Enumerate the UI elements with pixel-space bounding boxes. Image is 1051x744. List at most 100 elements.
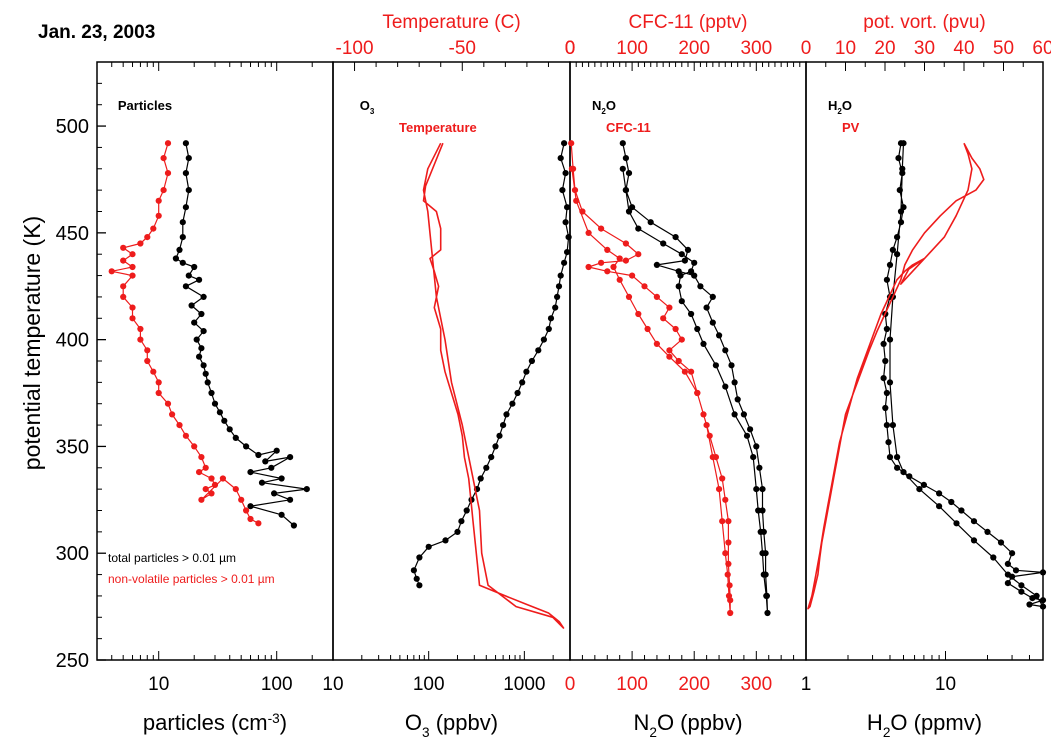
data-point xyxy=(198,310,205,318)
data-point xyxy=(678,298,685,305)
data-point xyxy=(191,263,198,271)
y-tick-label: 400 xyxy=(56,330,89,352)
x-top-tick-label: 50 xyxy=(993,38,1014,59)
data-point xyxy=(666,353,673,360)
panel-label-primary: N2O xyxy=(592,98,616,116)
data-point xyxy=(763,592,770,600)
chart-panel-3: 0 100 200 300 0 100 200 300 CFC-11 (pptv) N2O (pp… xyxy=(565,12,807,740)
data-point xyxy=(889,246,897,253)
data-point xyxy=(666,347,673,354)
legend-note: non-volatile particles > 0.01 µm xyxy=(108,572,275,586)
data-point xyxy=(984,528,991,536)
series-line xyxy=(175,143,308,526)
data-point xyxy=(719,518,726,525)
x-tick-label: 0 xyxy=(565,674,576,695)
x-top-tick-label: 300 xyxy=(740,38,772,59)
data-point xyxy=(1012,567,1020,574)
x-top-tick-label: 30 xyxy=(914,38,935,59)
data-point xyxy=(894,464,901,471)
data-point xyxy=(753,443,760,450)
data-point xyxy=(756,464,763,471)
data-point xyxy=(413,575,420,582)
data-point xyxy=(722,496,729,503)
data-point xyxy=(700,411,707,418)
data-point xyxy=(179,234,186,241)
data-point xyxy=(196,469,203,476)
data-point xyxy=(211,481,219,488)
data-point xyxy=(726,582,733,589)
data-point xyxy=(561,140,568,147)
x-top-tick-label: 60 xyxy=(1032,38,1051,59)
data-point xyxy=(528,357,536,365)
data-point xyxy=(287,496,294,503)
data-point xyxy=(629,272,636,279)
x-tick-label: 100 xyxy=(616,674,648,695)
data-point xyxy=(740,411,748,418)
data-point xyxy=(571,187,579,194)
data-point xyxy=(1039,597,1047,604)
data-point xyxy=(886,454,894,461)
data-point xyxy=(287,454,294,461)
data-point xyxy=(120,244,127,251)
series-temperature xyxy=(422,142,565,629)
x-axis-label: particles (cm-3) xyxy=(143,710,287,735)
data-point xyxy=(191,319,198,326)
data-point xyxy=(616,276,623,283)
data-point xyxy=(552,304,559,311)
data-point xyxy=(442,537,449,544)
data-point xyxy=(604,246,611,253)
data-point xyxy=(155,197,162,204)
data-point xyxy=(120,257,127,264)
data-point xyxy=(719,475,726,482)
data-point xyxy=(691,272,698,279)
data-point xyxy=(303,486,310,493)
data-point xyxy=(150,225,157,232)
data-point xyxy=(202,486,209,493)
x-top-tick-label: 0 xyxy=(565,38,576,59)
data-point xyxy=(712,362,720,369)
data-point xyxy=(271,490,278,497)
data-point xyxy=(410,567,417,574)
series-n2o xyxy=(619,140,771,617)
data-point xyxy=(880,375,887,382)
x-top-tick-label: 0 xyxy=(565,38,576,59)
data-point xyxy=(660,315,667,322)
x-top-tick-label: 20 xyxy=(874,38,895,59)
data-point xyxy=(273,447,280,454)
data-point xyxy=(725,560,732,568)
data-point xyxy=(666,304,673,311)
data-point xyxy=(208,475,215,482)
data-point xyxy=(555,283,563,290)
data-point xyxy=(694,389,701,397)
series-line xyxy=(413,143,570,586)
data-point xyxy=(678,251,685,258)
data-point xyxy=(219,475,226,482)
data-point xyxy=(247,503,254,510)
data-point xyxy=(200,293,207,300)
data-point xyxy=(688,268,695,275)
data-point xyxy=(886,336,894,343)
x-tick-label: 100 xyxy=(261,674,293,695)
x-top-tick-label: -100 xyxy=(336,38,374,59)
data-point xyxy=(598,225,605,232)
data-point xyxy=(619,165,626,172)
data-point xyxy=(635,310,642,318)
data-point xyxy=(688,310,695,318)
data-point xyxy=(759,486,766,493)
data-point xyxy=(238,496,245,503)
data-point xyxy=(262,458,269,465)
y-tick-label: 250 xyxy=(56,650,89,672)
data-point xyxy=(882,404,889,412)
data-point xyxy=(899,165,906,172)
top-axis-label: CFC-11 (pptv) xyxy=(629,12,748,33)
data-point xyxy=(290,522,297,529)
data-point xyxy=(641,283,648,290)
data-point xyxy=(182,283,189,290)
data-point xyxy=(725,539,732,546)
data-point xyxy=(691,259,698,266)
data-point xyxy=(622,257,630,264)
data-point xyxy=(129,272,136,279)
data-point xyxy=(970,518,978,525)
series-h2o xyxy=(880,140,1047,610)
data-point xyxy=(880,340,887,347)
